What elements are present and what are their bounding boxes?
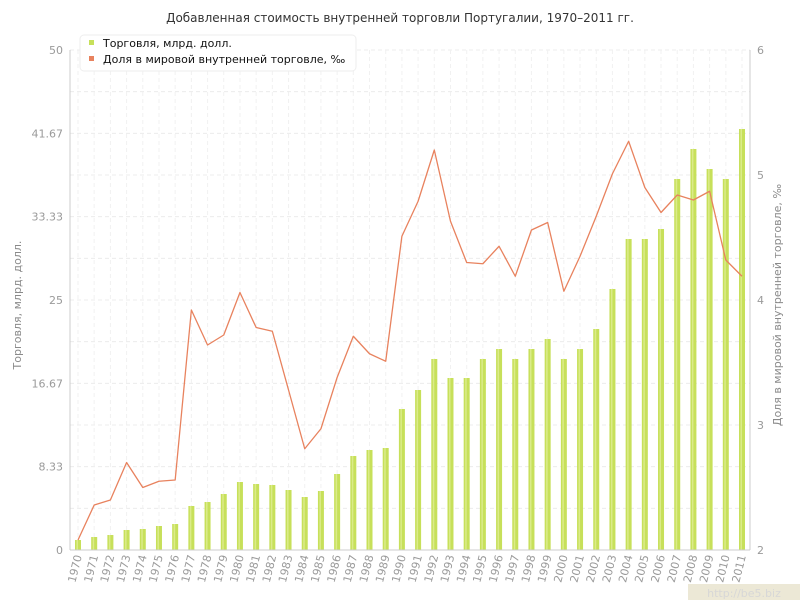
left-y-tick-label: 33.33 <box>32 211 64 224</box>
bar-highlight <box>400 409 402 550</box>
right-y-ticks: 2 3 4 5 6 <box>757 44 764 557</box>
bar-highlight <box>125 530 127 550</box>
bar-highlight <box>562 359 564 550</box>
axes <box>69 50 751 551</box>
bar-highlight <box>76 540 78 550</box>
bar-highlight <box>206 502 208 550</box>
bar-highlight <box>708 169 710 550</box>
right-y-tick-label: 5 <box>757 169 764 182</box>
legend-label-trade: Торговля, млрд. долл. <box>102 37 232 50</box>
bar-highlight <box>675 179 678 550</box>
left-y-tick-label: 41.67 <box>32 127 64 140</box>
watermark: http://be5.biz <box>688 584 800 600</box>
bar-highlight <box>578 349 581 550</box>
bar-highlight <box>108 535 111 550</box>
bar-highlight <box>513 359 516 550</box>
bar-highlight <box>141 529 143 550</box>
right-y-tick-label: 3 <box>757 419 764 432</box>
bar-highlight <box>691 149 694 550</box>
left-y-tick-label: 8.33 <box>39 461 64 474</box>
share-line <box>77 140 743 541</box>
bar-highlight <box>238 482 240 550</box>
bar-highlight <box>465 378 467 550</box>
left-y-tick-label: 16.67 <box>32 377 64 390</box>
bar-highlight <box>222 494 224 550</box>
bar-highlight <box>254 484 257 550</box>
bar-highlight <box>384 448 386 550</box>
bar-highlight <box>303 497 305 550</box>
legend-label-share: Доля в мировой внутренней торговле, ‰ <box>103 53 346 66</box>
bar-highlight <box>497 349 500 550</box>
bar-highlight <box>643 239 645 550</box>
bar-highlight <box>610 289 613 550</box>
left-y-tick-label: 0 <box>56 544 63 557</box>
legend-swatch-trade <box>89 40 94 45</box>
bar-highlight <box>173 524 176 550</box>
left-y-tick-label: 50 <box>49 44 63 57</box>
right-y-tick-label: 6 <box>757 44 764 57</box>
bar-highlight <box>351 456 354 550</box>
left-axis-label: Торговля, млрд. долл. <box>11 241 24 371</box>
chart-title: Добавленная стоимость внутренней торговл… <box>166 11 634 25</box>
bar-highlight <box>448 378 451 550</box>
bar-highlight <box>157 526 159 550</box>
bar-highlight <box>92 537 95 550</box>
bar-highlight <box>659 229 662 550</box>
watermark-text: http://be5.biz <box>707 587 781 600</box>
legend: Торговля, млрд. долл. Доля в мировой вну… <box>79 34 357 72</box>
bar-highlight <box>319 491 321 550</box>
bar-highlight <box>481 359 483 550</box>
bar-highlight <box>627 239 629 550</box>
line-series <box>77 140 743 541</box>
bar-highlight <box>594 329 597 550</box>
right-axis-label: Доля в мировой внутренней торговле, ‰ <box>771 184 784 427</box>
bar-highlight <box>287 490 289 550</box>
bar-highlight <box>529 349 532 550</box>
bar-highlight <box>724 179 726 550</box>
bar-highlight <box>740 129 742 550</box>
bar-highlight <box>368 450 370 550</box>
watermark-background <box>688 584 800 600</box>
bar-highlight <box>432 359 435 550</box>
bar-highlight <box>270 485 273 550</box>
left-y-ticks: 0 8.33 16.67 25 33.33 41.67 50 <box>32 44 64 557</box>
bar-series <box>75 129 745 550</box>
right-y-tick-label: 2 <box>757 544 764 557</box>
bar-highlight <box>335 474 338 550</box>
left-y-tick-label: 25 <box>49 294 63 307</box>
bar-highlight <box>416 390 419 550</box>
legend-box <box>79 34 357 72</box>
right-y-tick-label: 4 <box>757 294 764 307</box>
bar-highlight <box>546 339 548 550</box>
legend-swatch-share <box>89 56 94 61</box>
bar-highlight <box>189 506 192 550</box>
